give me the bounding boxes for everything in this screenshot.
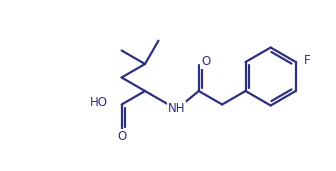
Text: O: O — [201, 55, 210, 68]
Text: HO: HO — [90, 96, 108, 109]
Text: F: F — [304, 55, 310, 68]
Text: NH: NH — [168, 102, 185, 115]
Text: O: O — [117, 130, 126, 143]
